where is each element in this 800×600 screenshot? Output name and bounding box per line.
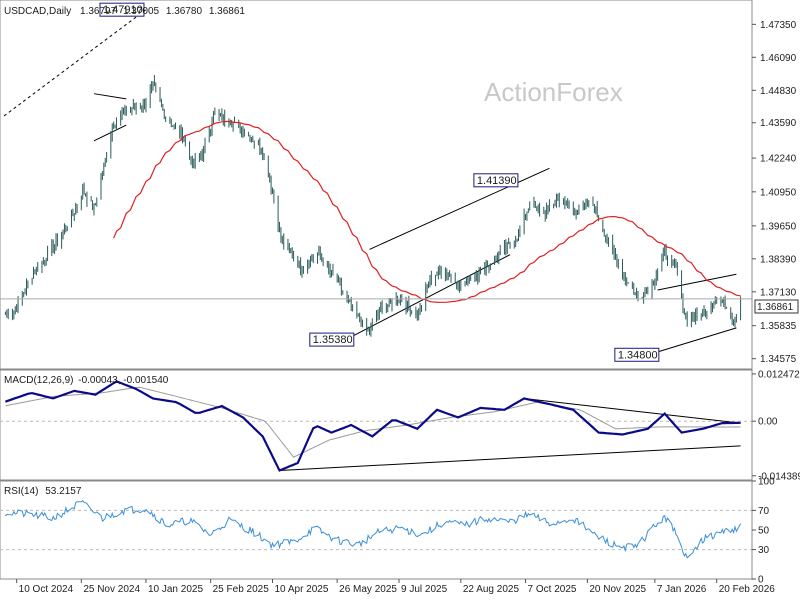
date-tick-label: 25 Feb 2025 bbox=[213, 584, 270, 595]
price-trendline bbox=[349, 254, 511, 339]
price-tick-label: 1.39650 bbox=[760, 221, 797, 232]
date-tick-label: 7 Oct 2025 bbox=[528, 584, 577, 595]
date-tick-label: 20 Nov 2025 bbox=[589, 584, 646, 595]
open-value: 1.36797 bbox=[80, 6, 117, 17]
rsi-tick-label: 70 bbox=[758, 506, 770, 517]
macd-signal-line bbox=[5, 386, 741, 458]
date-tick-label: 22 Aug 2025 bbox=[463, 584, 520, 595]
rsi-line bbox=[5, 500, 742, 559]
rsi-tick-label: 30 bbox=[758, 545, 770, 556]
price-trendline bbox=[657, 273, 737, 291]
price-trendline bbox=[654, 327, 737, 354]
current-price-tag-box bbox=[754, 299, 799, 314]
price-tick-label: 1.40950 bbox=[760, 187, 797, 198]
price-tick-label: 1.35835 bbox=[760, 321, 797, 332]
macd-trendlines bbox=[279, 397, 741, 472]
price-annotation-label: 1.41390 bbox=[477, 175, 517, 187]
date-tick-label: 10 Apr 2025 bbox=[274, 584, 328, 595]
macd-tick-label: 0.00 bbox=[758, 417, 778, 428]
current-price-tag: 1.36861 bbox=[757, 302, 794, 313]
date-tick-label: 20 Feb 2026 bbox=[719, 584, 776, 595]
date-tick-label: 26 May 2025 bbox=[339, 584, 397, 595]
rsi-tick-label: 50 bbox=[758, 526, 770, 537]
price-tick-label: 1.44830 bbox=[760, 86, 797, 97]
rsi-tick-label: 100 bbox=[758, 477, 775, 488]
macd-y-axis: 0.012472 0.00 -0.014389 bbox=[752, 369, 800, 482]
rsi-y-axis: 100 70 50 30 0 bbox=[752, 477, 775, 586]
macd-tick-label: -0.014389 bbox=[758, 471, 800, 482]
price-tick-label: 1.46090 bbox=[760, 53, 797, 64]
rsi-header: RSI(14) 53.2157 bbox=[4, 486, 82, 497]
price-trendline bbox=[93, 93, 127, 100]
price-trendline bbox=[93, 124, 127, 142]
macd-header: MACD(12,26,9) -0.00043, -0.001540 bbox=[4, 375, 169, 386]
rsi-title: RSI(14) bbox=[4, 486, 38, 497]
rsi-tick-label: 0 bbox=[758, 575, 764, 586]
price-trendline bbox=[369, 167, 550, 250]
close-value: 1.36861 bbox=[209, 6, 246, 17]
watermark-text: ActionForex bbox=[484, 77, 623, 107]
symbol-label: USDCAD,Daily bbox=[4, 6, 71, 17]
macd-trendline bbox=[279, 445, 741, 472]
chart-header: USDCAD,Daily 1.36797 1.37005 1.36780 1.3… bbox=[4, 6, 245, 17]
macd-line bbox=[5, 380, 741, 472]
macd-title: MACD(12,26,9) bbox=[4, 375, 73, 386]
price-tick-label: 1.43590 bbox=[760, 118, 797, 129]
price-tick-label: 1.47350 bbox=[760, 20, 797, 31]
price-annotations: 1.47910 1.35380 1.41390 1.34800 bbox=[99, 2, 660, 362]
price-tick-label: 1.34575 bbox=[760, 354, 797, 365]
date-axis: 10 Oct 2024 25 Nov 2024 10 Jan 2025 25 Feb … bbox=[16, 579, 776, 595]
price-annotation-box bbox=[99, 2, 145, 17]
price-tick-label: 1.37130 bbox=[760, 287, 797, 298]
price-trendlines bbox=[3, 9, 737, 354]
price-annotation-box bbox=[309, 332, 355, 347]
low-value: 1.36780 bbox=[166, 6, 203, 17]
date-tick-label: 10 Jan 2025 bbox=[148, 584, 203, 595]
date-tick-label: 25 Nov 2024 bbox=[83, 584, 140, 595]
price-annotation-label: 1.35380 bbox=[313, 334, 353, 346]
price-y-axis: 1.47350 1.46090 1.44830 1.43590 1.42240 1.409… bbox=[752, 20, 797, 365]
macd-values: -0.00043, -0.001540 bbox=[78, 375, 169, 386]
price-annotation-label: 1.47910 bbox=[103, 4, 143, 16]
price-bars bbox=[4, 75, 742, 337]
price-panel: 1.47910 1.35380 1.41390 1.34800 bbox=[0, 0, 753, 370]
price-annotation-label: 1.34800 bbox=[618, 349, 658, 361]
price-tick-label: 1.42240 bbox=[760, 154, 797, 165]
moving-average-line bbox=[113, 120, 741, 304]
macd-tick-label: 0.012472 bbox=[758, 369, 800, 380]
high-value: 1.37005 bbox=[123, 6, 160, 17]
rsi-value: 53.2157 bbox=[45, 486, 82, 497]
price-annotation-box bbox=[473, 173, 519, 188]
price-tick-label: 1.38390 bbox=[760, 254, 797, 265]
macd-trendline bbox=[524, 397, 741, 424]
date-tick-label: 10 Oct 2024 bbox=[19, 584, 74, 595]
date-tick-label: 9 Jul 2025 bbox=[401, 584, 448, 595]
date-tick-label: 7 Jan 2026 bbox=[657, 584, 707, 595]
price-annotation-box bbox=[614, 347, 660, 362]
